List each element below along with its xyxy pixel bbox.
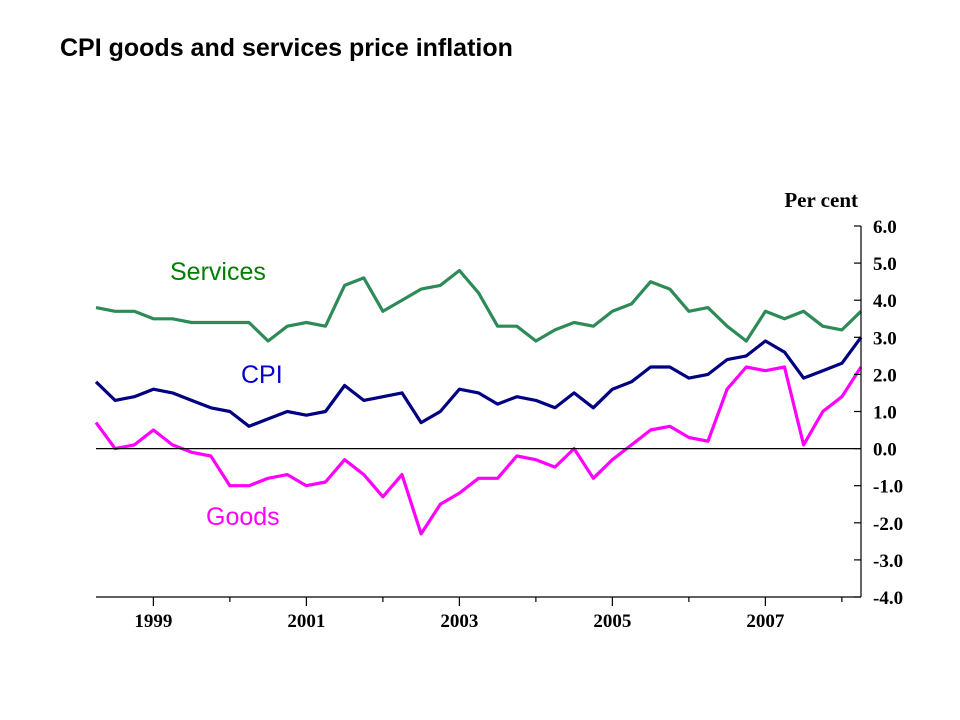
x-tick-label: 2005	[593, 611, 631, 632]
y-ticks: 6.0 5.0 4.0 3.0 2.0 1.0 0.0 -1.0 -2.0 -3.0 -4.0	[854, 217, 903, 609]
x-tick-label: 2001	[287, 611, 325, 632]
y-tick-label: 3.0	[873, 328, 897, 349]
series-labels: Services CPI Goods	[170, 258, 283, 531]
series-line-goods	[94, 365, 863, 536]
chart-title: CPI goods and services price inflation	[60, 34, 513, 62]
x-ticks: 1999 2001 2003 2005 2007	[134, 597, 843, 632]
series-label-cpi: CPI	[241, 361, 283, 389]
y-tick-label: -4.0	[873, 588, 903, 609]
y-tick-label: 5.0	[873, 254, 897, 275]
series-line-services	[95, 268, 863, 343]
x-tick-label: 2003	[440, 611, 478, 632]
y-tick-label: 2.0	[873, 365, 897, 386]
x-tick-label: 1999	[134, 611, 172, 632]
series-label-goods: Goods	[206, 503, 280, 531]
series-label-services: Services	[170, 258, 266, 286]
x-tick-label: 2007	[746, 611, 785, 632]
series-line-cpi	[94, 336, 863, 428]
y-tick-label: 4.0	[873, 291, 897, 312]
y-tick-label: -3.0	[873, 551, 903, 572]
y-tick-label: 1.0	[873, 403, 897, 424]
y-tick-label: 6.0	[873, 217, 897, 238]
series-layer	[94, 268, 863, 536]
y-axis-unit-label: Per cent	[784, 188, 858, 212]
y-tick-label: -2.0	[873, 514, 903, 535]
y-tick-label: -1.0	[873, 477, 903, 498]
y-tick-label: 0.0	[873, 440, 897, 461]
